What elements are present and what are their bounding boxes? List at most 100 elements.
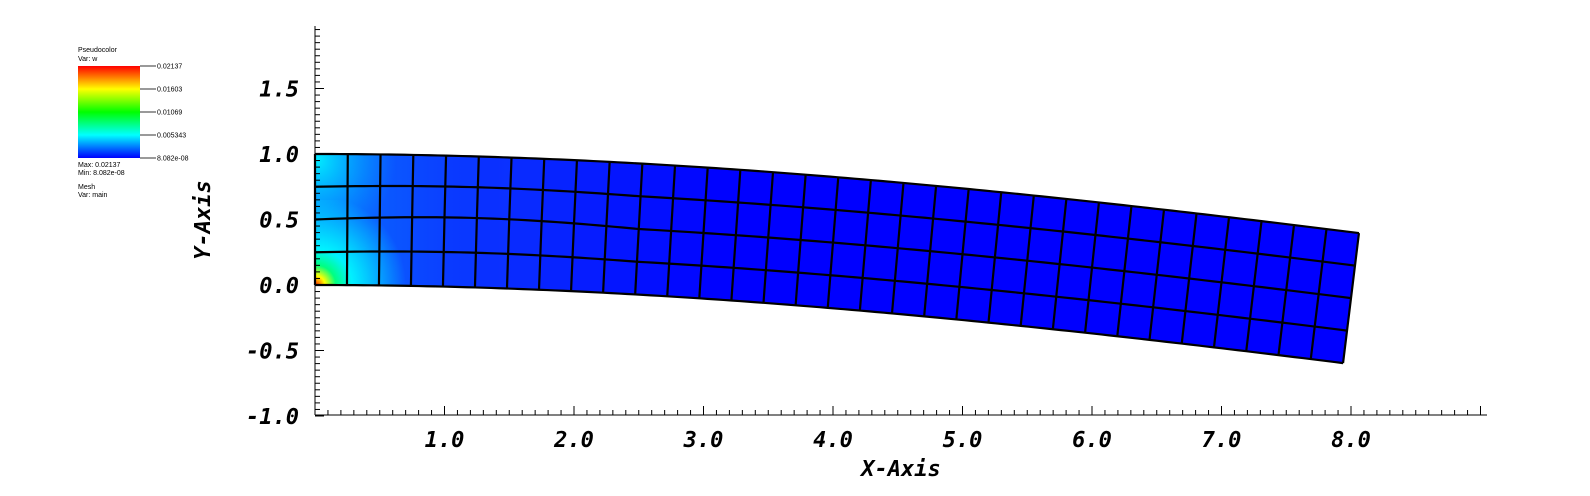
mesh-column-line [377, 154, 382, 286]
mesh-column-line [473, 156, 480, 288]
mesh-cell [830, 242, 866, 278]
mesh-cell [894, 248, 931, 284]
mesh-column-line [1309, 228, 1328, 360]
mesh-cell [733, 235, 769, 271]
y-tick-label: 1.0 [259, 143, 299, 168]
mesh-cell [738, 169, 773, 205]
mesh-cell [1282, 290, 1319, 327]
mesh-cell [1310, 326, 1348, 364]
color-bar-label: 0.01603 [157, 87, 182, 94]
mesh-column-line [601, 161, 611, 293]
mesh-column-line [1116, 205, 1133, 337]
color-bar-label: 0.005343 [157, 133, 186, 140]
mesh-cell [1257, 221, 1295, 258]
legend-pseudocolor-var: Var: w [78, 56, 98, 63]
mesh-cell [795, 272, 831, 308]
mesh-cell [1225, 217, 1262, 254]
mesh-cell [1085, 300, 1121, 337]
mesh-cell [770, 172, 806, 208]
mesh-cell [1023, 260, 1060, 297]
mesh-cell [835, 177, 871, 213]
mesh-cell [1020, 293, 1057, 330]
legend-mesh-title: Mesh [78, 184, 95, 191]
mesh-cell [859, 277, 895, 314]
mesh-column-line [1245, 221, 1263, 352]
mesh-cell [1192, 213, 1230, 250]
mesh-cell [1052, 296, 1089, 333]
mesh-column-line [634, 163, 644, 295]
mesh-column-line [569, 160, 579, 292]
mesh-cell [924, 283, 960, 320]
y-tick-label: -0.5 [246, 340, 299, 365]
mesh-column-line [1341, 232, 1361, 364]
mesh-cell [1185, 278, 1222, 315]
x-tick-label: 4.0 [813, 428, 853, 453]
color-bar-label: 8.082e-08 [157, 156, 189, 163]
mesh-cell [763, 270, 799, 306]
mesh-column-line [1019, 195, 1035, 326]
mesh-column-line [794, 174, 807, 306]
mesh-cell [1030, 195, 1067, 232]
mesh-cell [1318, 261, 1355, 299]
mesh-cell [1088, 267, 1125, 304]
mesh-cell [1286, 257, 1323, 295]
y-tick-label: -1.0 [246, 405, 299, 430]
y-axis-title: Y-Axis [191, 180, 216, 259]
y-tick-label: 1.5 [259, 78, 299, 103]
root-stress-region [315, 154, 715, 300]
mesh-cell [1156, 242, 1193, 279]
mesh-cell [1246, 318, 1283, 356]
mesh-lines [313, 152, 1361, 365]
mesh-column-line [1051, 198, 1068, 330]
mesh-column-line [923, 185, 938, 317]
mesh-cell [1213, 314, 1251, 352]
x-tick-label: 3.0 [683, 428, 724, 453]
mesh-column-line [730, 169, 742, 301]
mesh-cell [1059, 231, 1096, 268]
mesh-cell [735, 202, 771, 238]
x-tick-label: 8.0 [1331, 428, 1371, 453]
color-bar [78, 66, 140, 158]
mesh-cell [1189, 245, 1226, 283]
mesh-color-overlay [315, 154, 715, 300]
x-tick-label: 6.0 [1072, 428, 1112, 453]
mesh-cell [962, 221, 999, 258]
mesh-cell [1314, 294, 1351, 331]
mesh-cell [994, 224, 1031, 261]
mesh-cell [900, 182, 937, 219]
mesh-cell [965, 189, 1002, 225]
mesh-cell [1127, 206, 1164, 243]
mesh-cell [897, 215, 934, 252]
mesh-column-line [698, 167, 709, 299]
mesh-cell [765, 237, 801, 273]
mesh-column-line [1180, 213, 1198, 344]
mesh-cell [956, 286, 992, 323]
legend-max: Max: 0.02137 [78, 162, 121, 169]
y-tick-label: 0.0 [259, 274, 299, 299]
mesh-cell [1290, 225, 1327, 262]
legend-pseudocolor-title: Pseudocolor [78, 47, 118, 54]
mesh-cell [998, 192, 1034, 229]
mesh-cell [1217, 282, 1254, 319]
mesh-cell [1160, 209, 1197, 246]
mesh-cell [800, 207, 836, 243]
mesh-column-line [858, 179, 872, 311]
mesh-column-line [1148, 209, 1166, 341]
mesh-cell [927, 251, 963, 287]
legend-mesh-var: Var: main [78, 192, 108, 199]
mesh-column-line [1277, 224, 1296, 356]
mesh-column-line [987, 192, 1003, 323]
mesh-cell [862, 245, 898, 281]
mesh-cell [868, 180, 904, 216]
y-tick-labels: -1.0 -0.5 0.0 0.5 1.0 1.5 [246, 78, 299, 431]
mesh-column-line [666, 165, 677, 297]
x-axis-title: X-Axis [859, 457, 940, 482]
mesh-column-line [1212, 217, 1231, 348]
mesh-cell [1120, 271, 1157, 308]
x-tick-label: 1.0 [425, 428, 465, 453]
mesh-cell [1149, 307, 1186, 344]
mesh-cell [1221, 249, 1258, 287]
mesh-cell [1092, 235, 1128, 272]
mesh-cell [865, 212, 901, 249]
mesh-cell [1124, 238, 1161, 275]
